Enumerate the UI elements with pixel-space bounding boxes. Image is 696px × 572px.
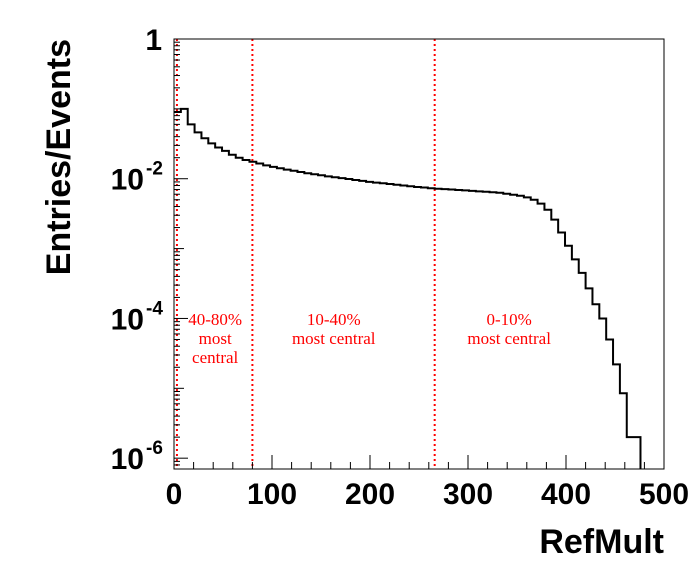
histogram-line	[174, 107, 642, 469]
centrality-annotation-line: most central	[292, 329, 376, 348]
x-axis-ticks: 0 100 200 300 400 500	[166, 455, 689, 511]
y-tick-label: 10	[111, 443, 144, 476]
centrality-cut-lines	[175, 39, 436, 469]
centrality-annotation-line: most	[199, 329, 232, 348]
x-tick-label: 0	[166, 478, 183, 511]
y-tick-label: 10	[111, 164, 144, 197]
x-tick-label: 400	[541, 478, 591, 511]
x-tick-label: 500	[639, 478, 689, 511]
y-axis-ticks: 110-210-410-6	[111, 24, 188, 476]
centrality-annotation-line: central	[192, 348, 239, 367]
x-axis-title: RefMult	[539, 523, 664, 561]
x-tick-label: 200	[345, 478, 395, 511]
y-tick-label: 10	[111, 303, 144, 336]
centrality-annotation-line: most central	[467, 329, 551, 348]
y-axis-title: Entries/Events	[40, 39, 78, 275]
plot-frame	[173, 38, 665, 470]
centrality-annotation-line: 40-80%	[188, 310, 242, 329]
y-tick-exponent: -4	[146, 298, 163, 319]
y-tick-exponent: -2	[146, 159, 163, 180]
histogram-series	[174, 107, 642, 469]
x-tick-label: 300	[443, 478, 493, 511]
y-tick-exponent: -6	[146, 438, 163, 459]
y-tick-label: 1	[145, 24, 162, 57]
x-tick-label: 100	[247, 478, 297, 511]
centrality-annotation-line: 0-10%	[486, 310, 531, 329]
centrality-annotation-line: 10-40%	[307, 310, 361, 329]
